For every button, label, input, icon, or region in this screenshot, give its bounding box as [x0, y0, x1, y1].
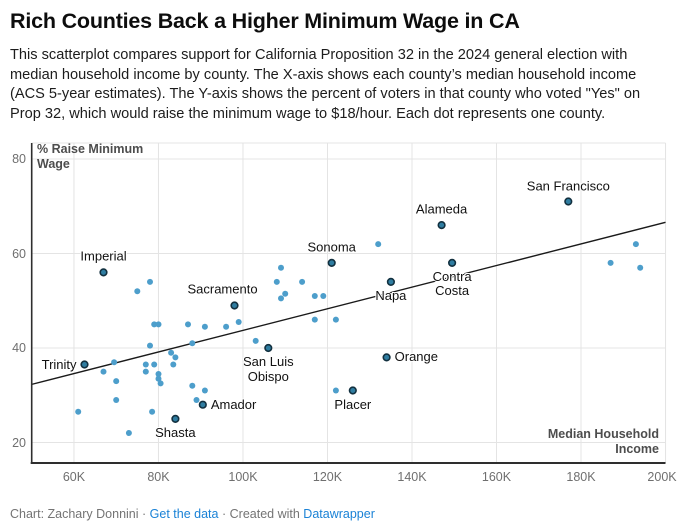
data-point-placer[interactable]	[348, 386, 357, 395]
x-tick-label: 80K	[147, 470, 170, 484]
x-tick-label: 60K	[62, 470, 86, 484]
data-point-contra-costa[interactable]	[448, 258, 457, 268]
data-point[interactable]	[170, 361, 177, 368]
get-the-data-link[interactable]: Get the data	[149, 507, 219, 521]
data-point[interactable]	[142, 368, 149, 375]
y-tick-label: 20	[12, 435, 26, 450]
trend-line	[31, 221, 666, 386]
y-tick-label: 60	[12, 246, 26, 261]
county-label-sonoma: Sonoma	[307, 239, 356, 255]
county-label-amador: Amador	[210, 396, 257, 412]
county-label-alameda: Alameda	[415, 201, 468, 217]
data-point[interactable]	[151, 361, 158, 368]
data-point[interactable]	[632, 241, 639, 248]
data-point-sacramento[interactable]	[230, 301, 239, 310]
data-point[interactable]	[282, 290, 289, 297]
county-label-napa: Napa	[375, 287, 407, 303]
county-label-trinity: Trinity	[41, 356, 77, 372]
data-point-amador[interactable]	[198, 400, 207, 409]
data-point[interactable]	[299, 278, 306, 285]
datawrapper-link[interactable]: Datawrapper	[303, 507, 375, 521]
county-label-san-francisco: San Francisco	[526, 178, 610, 194]
data-point-orange[interactable]	[382, 353, 391, 362]
data-point[interactable]	[142, 361, 149, 368]
data-point[interactable]	[193, 397, 200, 403]
data-point[interactable]	[332, 316, 339, 323]
x-tick-label: 100K	[228, 470, 258, 484]
data-point[interactable]	[155, 321, 162, 328]
data-point[interactable]	[149, 408, 156, 415]
x-tick-label: 180K	[566, 470, 596, 484]
data-point[interactable]	[201, 387, 208, 394]
data-point[interactable]	[147, 342, 153, 349]
data-point[interactable]	[278, 264, 284, 271]
data-point-sonoma[interactable]	[327, 258, 336, 268]
data-point[interactable]	[147, 278, 153, 285]
county-label-contra-costa: Contra Costa	[432, 268, 472, 299]
data-point[interactable]	[125, 430, 132, 436]
footer-credit: Chart: Zachary Donnini	[10, 507, 139, 521]
data-point[interactable]	[235, 319, 242, 325]
data-point-trinity[interactable]	[80, 360, 89, 369]
data-point[interactable]	[111, 359, 118, 366]
data-point[interactable]	[189, 382, 196, 389]
chart-footer: Chart: Zachary Donnini · Get the data · …	[10, 507, 375, 521]
data-point[interactable]	[75, 408, 82, 415]
y-tick-label: 80	[12, 152, 26, 166]
data-point[interactable]	[252, 337, 259, 344]
data-point[interactable]	[134, 288, 141, 295]
data-point[interactable]	[185, 321, 191, 328]
data-point[interactable]	[607, 259, 614, 266]
x-axis-title: Median Household Income	[547, 427, 659, 456]
data-point-alameda[interactable]	[437, 221, 446, 230]
data-point[interactable]	[168, 349, 175, 356]
data-point[interactable]	[189, 340, 196, 347]
data-point-shasta[interactable]	[171, 414, 180, 424]
data-point[interactable]	[311, 316, 318, 323]
data-point-san-francisco[interactable]	[564, 197, 573, 206]
data-point[interactable]	[100, 368, 107, 375]
data-point[interactable]	[332, 387, 339, 394]
footer-separator: ·	[142, 507, 147, 521]
county-label-placer: Placer	[334, 396, 372, 412]
footer-separator: ·	[221, 507, 227, 521]
y-axis-title: % Raise Minimum Wage	[37, 142, 144, 171]
data-point[interactable]	[375, 241, 382, 248]
x-tick-label: 140K	[397, 470, 427, 484]
footer-created-with: Created with	[229, 507, 300, 521]
x-tick-label: 120K	[312, 470, 343, 484]
data-point[interactable]	[155, 371, 162, 377]
x-tick-label: 160K	[481, 470, 512, 484]
data-point[interactable]	[151, 321, 158, 328]
data-point[interactable]	[637, 264, 644, 271]
data-point[interactable]	[157, 380, 164, 387]
y-tick-label: 40	[12, 341, 26, 355]
page-title: Rich Counties Back a Higher Minimum Wage…	[10, 9, 520, 33]
data-point[interactable]	[155, 375, 162, 382]
data-point[interactable]	[113, 378, 120, 385]
data-point[interactable]	[278, 295, 284, 302]
county-label-sacramento: Sacramento	[187, 281, 258, 297]
data-point[interactable]	[113, 397, 120, 403]
data-point[interactable]	[201, 323, 208, 330]
county-label-orange: Orange	[394, 349, 439, 365]
county-label-san-luis-obispo: San Luis Obispo	[243, 354, 294, 384]
data-point[interactable]	[273, 278, 280, 285]
data-point-imperial[interactable]	[99, 268, 108, 277]
data-point[interactable]	[223, 323, 230, 330]
chart-description: This scatterplot compares support for Ca…	[10, 47, 641, 122]
data-point[interactable]	[320, 293, 327, 299]
county-label-imperial: Imperial	[80, 248, 127, 264]
x-tick-label: 200K	[647, 470, 677, 484]
county-label-shasta: Shasta	[155, 424, 196, 440]
data-point[interactable]	[311, 293, 318, 299]
data-point-napa[interactable]	[386, 277, 396, 287]
data-point[interactable]	[172, 354, 179, 361]
data-point-san-luis-obispo[interactable]	[264, 343, 273, 353]
